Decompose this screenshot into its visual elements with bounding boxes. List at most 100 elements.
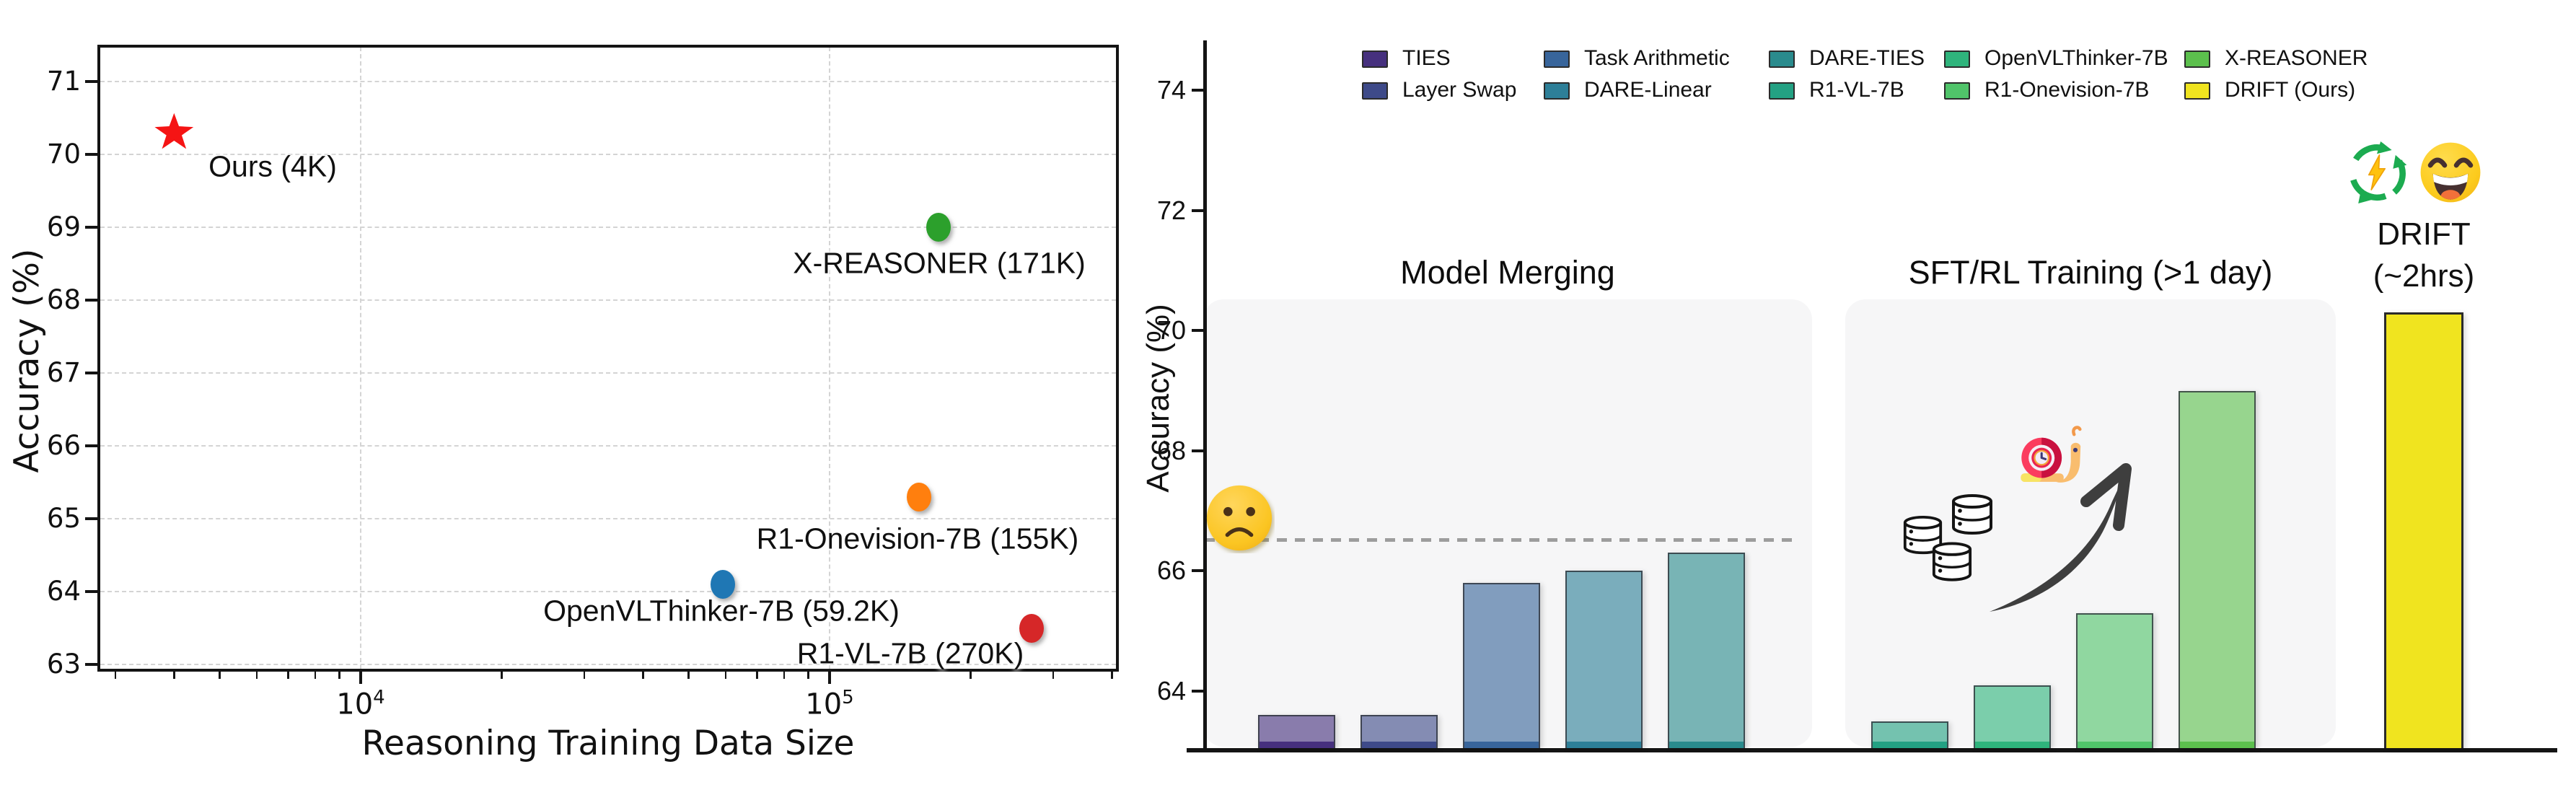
- bar-chart-y-tick-mark: [1192, 329, 1204, 333]
- legend-label-task-arithmetic: Task Arithmetic: [1584, 46, 1730, 70]
- laughing-face-emoji: [2420, 142, 2481, 203]
- snail-clock-emoji: [2021, 426, 2082, 483]
- bar-chart-y-axis-spine: [1203, 40, 1207, 751]
- bar-r1-vl-7b: [1871, 721, 1948, 748]
- bar-chart-y-tick-mark: [1192, 449, 1204, 452]
- bar-chart-y-tick-label: 70: [1156, 315, 1186, 346]
- scatter-x-minor-tick-mark: [338, 672, 340, 679]
- legend-swatch-drift-ours-: [2184, 82, 2210, 100]
- scatter-gridline-h: [100, 445, 1116, 447]
- group-title-model-merging: Model Merging: [1400, 254, 1615, 291]
- scatter-x-minor-tick-mark: [287, 672, 289, 679]
- bar-x-reasoner: [2179, 390, 2256, 748]
- growth-arrow-icon: [1990, 463, 2132, 612]
- bar-drift-ours: [2384, 312, 2463, 748]
- legend-swatch-x-reasoner: [2184, 50, 2210, 68]
- scatter-point-openvlthinker: [711, 569, 735, 599]
- legend-label-dare-linear: DARE-Linear: [1584, 78, 1712, 102]
- scatter-x-minor-tick-mark: [783, 672, 786, 679]
- scatter-y-tick-mark: [85, 226, 97, 229]
- scatter-gridline-h: [100, 227, 1116, 228]
- scatter-gridline-h: [100, 372, 1116, 374]
- scatter-y-tick-label: 66: [46, 430, 81, 461]
- bar-ties: [1258, 715, 1335, 748]
- bar-base-strip: [1873, 741, 1947, 748]
- legend-swatch-dare-linear: [1544, 82, 1570, 100]
- scatter-y-tick-mark: [85, 444, 97, 447]
- scatter-x-minor-tick-mark: [255, 672, 258, 679]
- scatter-y-tick-mark: [85, 590, 97, 593]
- legend-label-ties: TIES: [1402, 46, 1451, 70]
- scatter-x-minor-tick-mark: [583, 672, 586, 679]
- legend-swatch-r1-onevision-7b: [1944, 82, 1970, 100]
- scatter-x-tick-mark: [359, 672, 362, 684]
- legend-swatch-r1-vl-7b: [1769, 82, 1795, 100]
- legend-label-x-reasoner: X-REASONER: [2225, 46, 2368, 70]
- bar-r1-onevision-7b: [2076, 612, 2153, 748]
- scatter-y-tick-label: 67: [46, 357, 81, 388]
- scatter-y-tick-mark: [85, 663, 97, 666]
- scatter-y-tick-mark: [85, 153, 97, 156]
- legend-swatch-dare-ties: [1769, 50, 1795, 68]
- scatter-x-axis-label: Reasoning Training Data Size: [361, 724, 855, 763]
- legend-label-drift-ours-: DRIFT (Ours): [2225, 78, 2356, 102]
- legend-label-dare-ties: DARE-TIES: [1809, 46, 1925, 70]
- legend-label-r1-onevision-7b: R1-Onevision-7B: [1984, 78, 2150, 102]
- database-icon: [1932, 542, 1972, 581]
- scatter-chart: 63 64 65 66 67 68 69 70 71 104 105 Ours (4K) X-REASO…: [0, 0, 1169, 795]
- bar-chart-y-axis-label: Accuracy (%): [1140, 304, 1176, 493]
- scatter-x-minor-tick-mark: [807, 672, 809, 679]
- scatter-gridline-h: [100, 591, 1116, 592]
- legend-label-r1-vl-7b: R1-VL-7B: [1809, 78, 1904, 102]
- scatter-x-minor-tick-mark: [970, 672, 972, 679]
- scatter-x-minor-tick-mark: [314, 672, 317, 679]
- scatter-y-tick-label: 71: [46, 66, 81, 97]
- scatter-point-label-ours: Ours (4K): [208, 149, 337, 183]
- drift-bar-label-line1: DRIFT: [2377, 216, 2471, 252]
- scatter-x-tick-mark: [828, 672, 831, 684]
- bar-base-strip: [1362, 741, 1436, 748]
- group-title-sft-rl-training: SFT/RL Training (>1 day): [1908, 254, 2273, 291]
- scatter-gridline-h: [100, 154, 1116, 155]
- legend-swatch-layer-swap: [1362, 82, 1388, 100]
- database-icon: [1952, 494, 1992, 535]
- scatter-y-tick-label: 64: [46, 576, 81, 607]
- bar-task-arithmetic: [1463, 583, 1540, 748]
- legend-label-layer-swap: Layer Swap: [1402, 78, 1517, 102]
- scatter-point-r1-onevision: [906, 482, 931, 511]
- scatter-y-tick-label: 68: [46, 284, 81, 315]
- scatter-point-label-r1-vl: R1-VL-7B (270K): [796, 636, 1024, 670]
- drift-bar-label-line2: (~2hrs): [2373, 258, 2475, 294]
- scatter-gridline-h: [100, 299, 1116, 301]
- legend-swatch-openvlthinker-7b: [1944, 50, 1970, 68]
- bar-dare-linear: [1565, 571, 1643, 748]
- scatter-gridline-v: [829, 47, 830, 669]
- bar-base-strip: [1669, 741, 1744, 748]
- scatter-y-tick-mark: [85, 80, 97, 83]
- bar-chart-y-tick-label: 74: [1156, 75, 1186, 105]
- bar-chart-y-tick-mark: [1192, 569, 1204, 573]
- bar-openvlthinker-7b: [1974, 685, 2051, 748]
- bar-base-strip: [2180, 742, 2254, 748]
- scatter-point-label-r1-onevision: R1-Onevision-7B (155K): [756, 522, 1079, 555]
- scatter-y-tick-label: 70: [46, 139, 81, 170]
- bar-chart-y-tick-label: 64: [1156, 676, 1186, 706]
- scatter-gridline-h: [100, 518, 1116, 519]
- scatter-x-minor-tick-mark: [1052, 672, 1055, 679]
- bar-base-strip: [2078, 741, 2152, 748]
- scatter-point-r1-vl: [1019, 613, 1045, 643]
- scatter-gridline-h: [100, 664, 1116, 665]
- scatter-x-minor-tick-mark: [501, 672, 503, 679]
- scatter-x-minor-tick-mark: [219, 672, 221, 679]
- legend-swatch-ties: [1362, 50, 1388, 68]
- scatter-y-tick-mark: [85, 372, 97, 374]
- bar-chart-y-tick-label: 72: [1156, 195, 1186, 225]
- bar-base-strip: [1975, 741, 2049, 748]
- frustrated-face-emoji: [1206, 485, 1272, 551]
- bar-chart-y-tick-mark: [1192, 208, 1204, 212]
- scatter-x-minor-tick-mark: [173, 672, 175, 679]
- bar-chart-y-tick-label: 66: [1156, 555, 1186, 586]
- scatter-y-tick-label: 65: [46, 503, 81, 534]
